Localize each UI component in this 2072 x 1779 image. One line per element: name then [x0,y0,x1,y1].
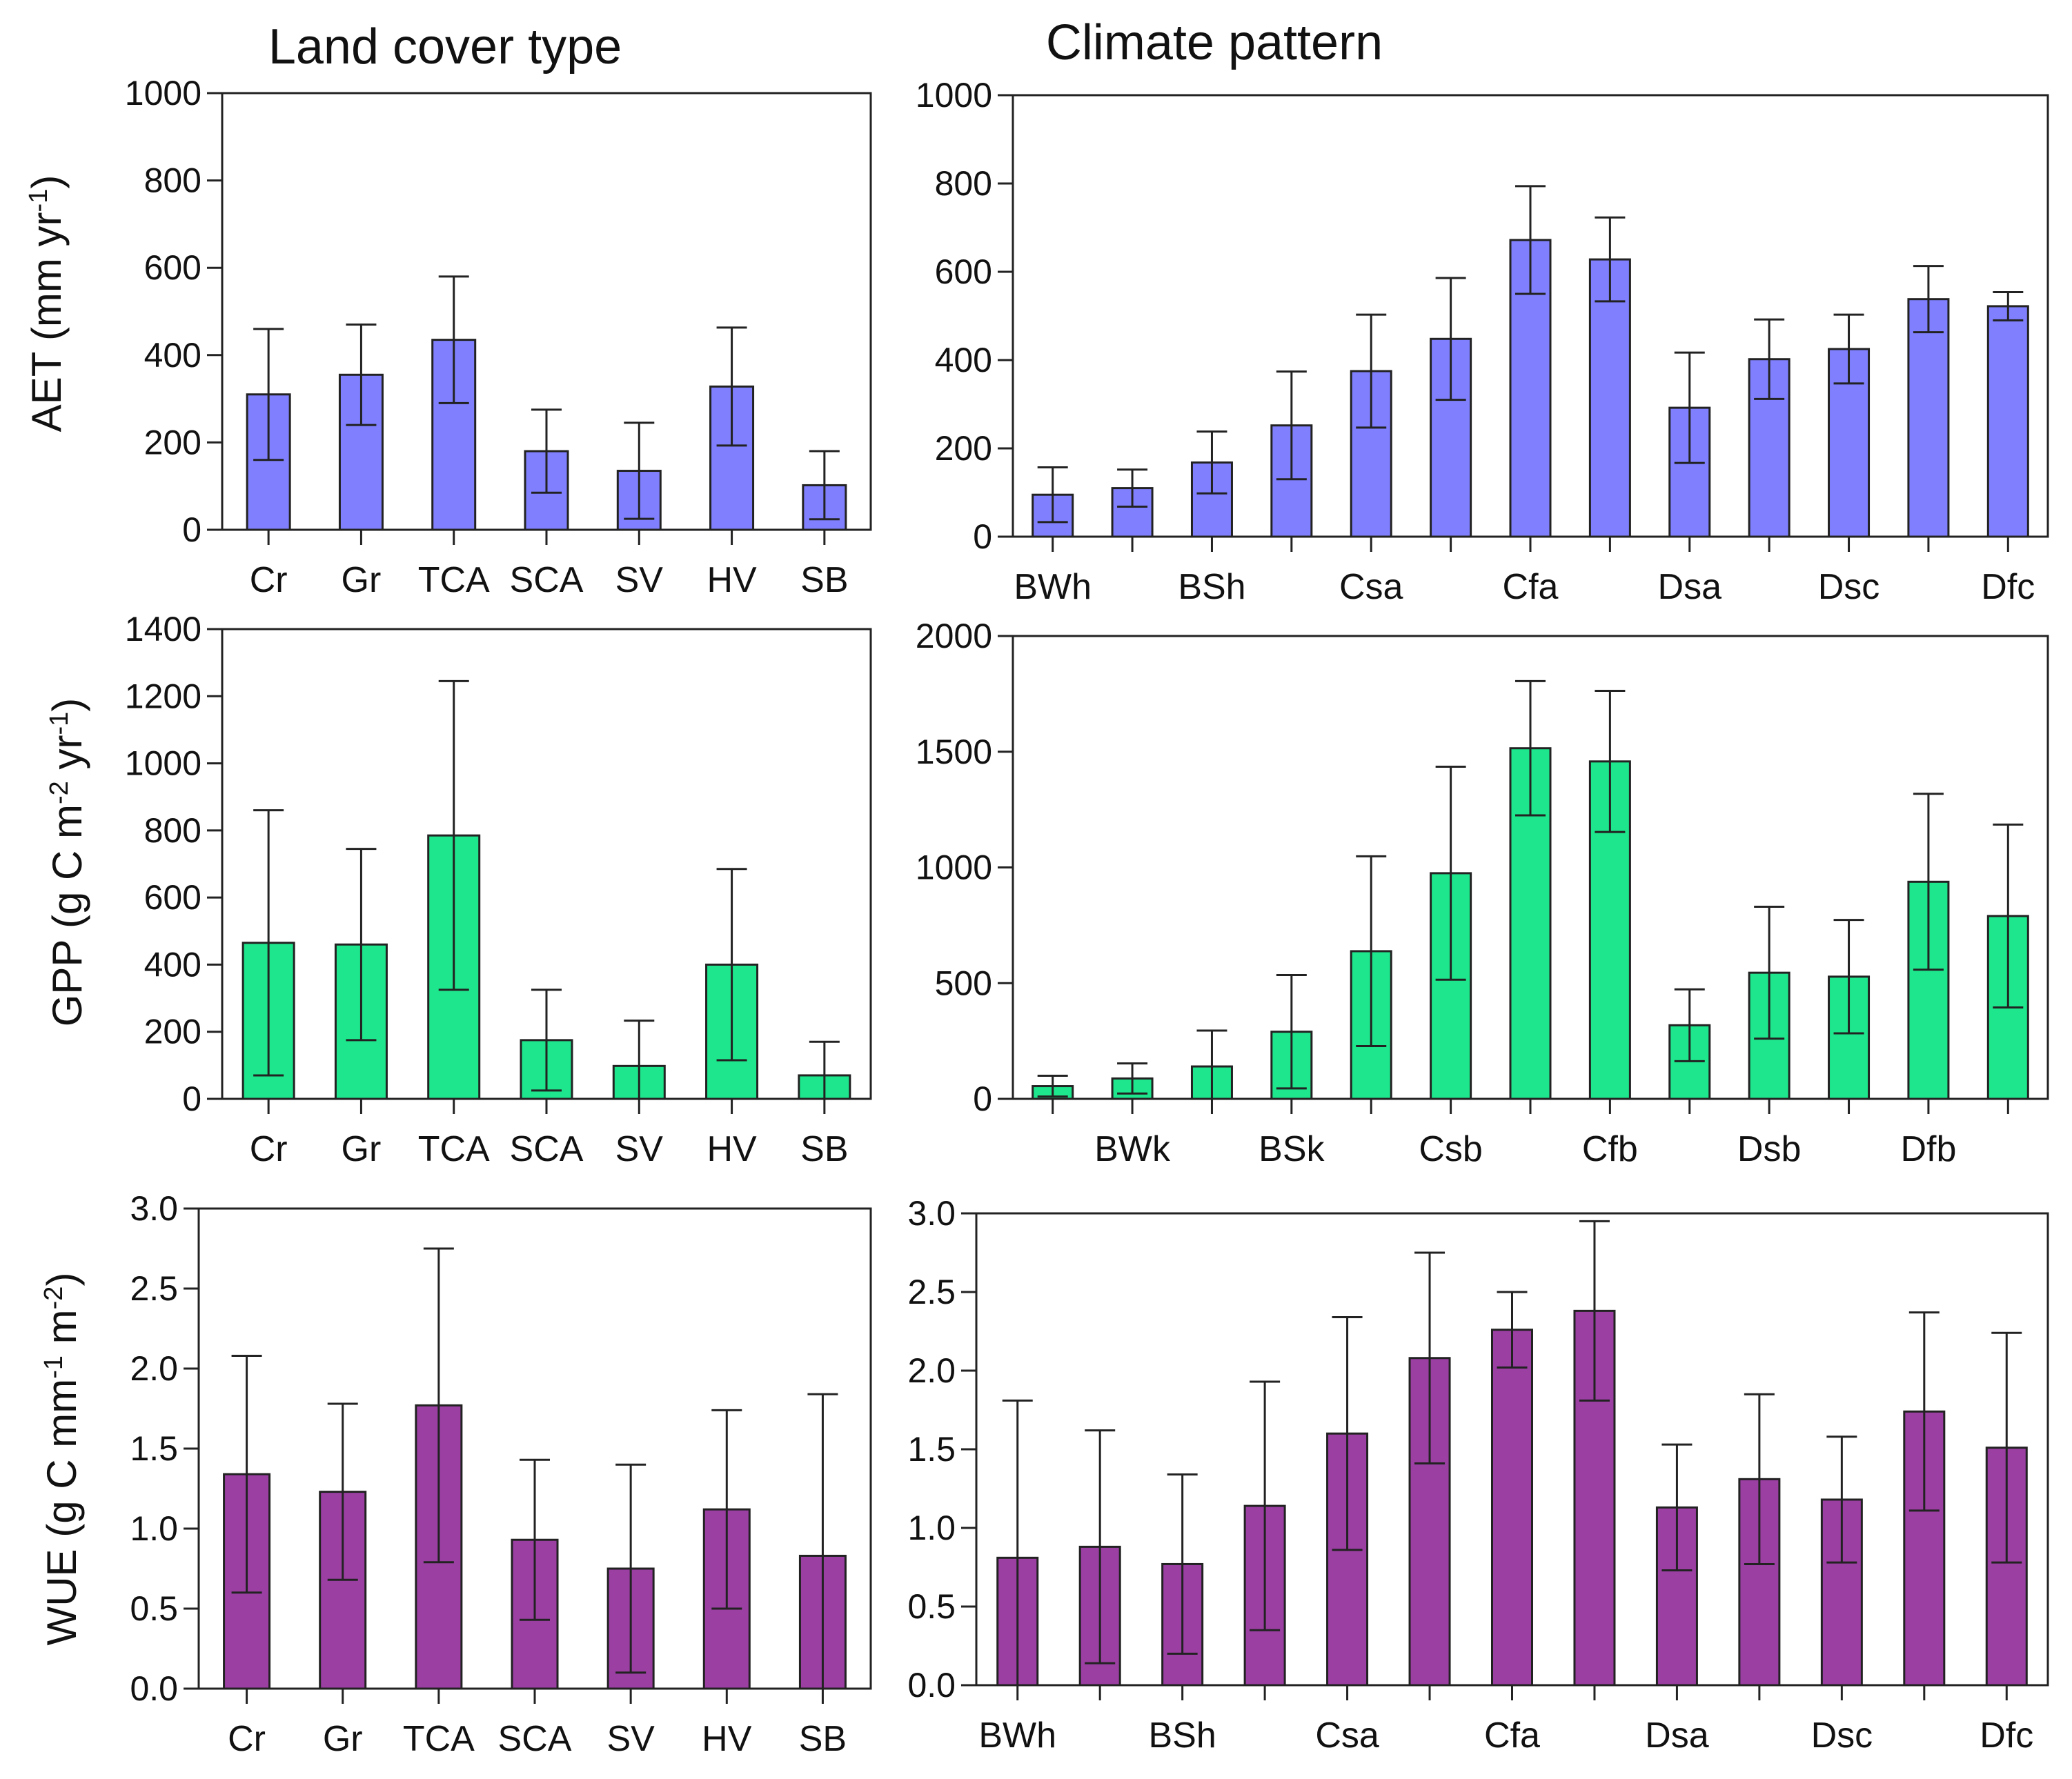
right-column-title: Climate pattern [1046,15,1383,70]
wue-climate-ytick-label: 0.0 [907,1666,956,1705]
wue-climate-ytick-label: 0.5 [907,1587,956,1626]
aet-land-xlabel-Gr: Gr [342,560,382,600]
wue-land-xlabel-SCA: SCA [498,1719,572,1759]
wue-climate-ytick-label: 1.5 [907,1430,956,1469]
left-column-title: Land cover type [268,19,622,74]
aet-land-ytick-label: 0 [182,510,201,549]
gpp-land-ytick-label: 1000 [125,744,201,783]
aet-land-xlabel-SB: SB [800,560,848,600]
aet-land-xlabel-SCA: SCA [510,560,584,600]
aet-land-ytick-label: 800 [144,161,201,200]
gpp-climate-xlabel-BSk: BSk [1259,1129,1325,1169]
gpp-land-xlabel-SB: SB [800,1129,848,1169]
wue-climate-xlabel-Dsa: Dsa [1645,1716,1709,1756]
wue-climate-ytick-label: 2.5 [907,1273,956,1311]
aet-climate-ytick-label: 600 [935,252,992,291]
gpp-climate-xlabel-Dsb: Dsb [1737,1129,1801,1169]
gpp-land-panel: 0 200 400 600 800 1000 1200 1400 Cr Gr TCA SCA SV HV S… [125,610,872,1169]
wue-land-xlabel-TCA: TCA [403,1719,475,1759]
wue-land-ytick-label: 2.5 [130,1269,178,1308]
gpp-land-xlabel-Cr: Cr [250,1129,288,1169]
aet-climate-ytick-label: 0 [973,517,992,556]
gpp-climate-ytick-label: 1000 [916,848,992,887]
gpp-climate-xlabel-Dfb: Dfb [1900,1129,1956,1169]
wue-climate-xlabel-BSh: BSh [1149,1716,1216,1756]
wue-climate-ytick-label: 3.0 [907,1194,956,1233]
aet-climate-bar-Dfb [1907,298,1950,538]
wue-land-panel: 0.0 0.5 1.0 1.5 2.0 2.5 3.0 Cr Gr TCA SCA SV HV SB [130,1189,872,1759]
wue-land-ytick-label: 1.5 [130,1429,178,1468]
wue-y-axis-label: WUE (g C mm-1 m-2) [39,1273,85,1646]
gpp-land-ytick-label: 400 [144,945,201,984]
aet-land-ytick-label: 1000 [125,74,201,112]
wue-land-ytick-label: 3.0 [130,1189,178,1228]
aet-climate-xlabel-Dsa: Dsa [1658,567,1722,607]
gpp-y-axis-label: GPP (g C m-2 yr-1) [44,698,90,1027]
chart-panels: 0 200 400 600 800 1000 Cr Gr TCA SCA SV HV SB 0 200 400… [125,74,2049,1759]
wue-land-xlabel-HV: HV [702,1719,752,1759]
gpp-land-xlabel-HV: HV [707,1129,757,1169]
gpp-land-ytick-label: 0 [182,1080,201,1118]
aet-y-axis-label: AET (mm yr-1) [23,175,70,433]
aet-land-ytick-label: 600 [144,248,201,287]
gpp-climate-ytick-label: 2000 [916,617,992,655]
aet-climate-ytick-label: 200 [935,429,992,468]
aet-land-ytick-label: 400 [144,336,201,375]
wue-land-ytick-label: 1.0 [130,1509,178,1548]
gpp-land-ytick-label: 600 [144,878,201,917]
wue-land-ytick-label: 0.5 [130,1589,178,1628]
aet-climate-panel: 0 200 400 600 800 1000 BWh BSh Csa Cfa Dsa Dsc Dfc [916,76,2049,607]
wue-climate-bar-Cfa [1491,1329,1533,1687]
wue-climate-ytick-label: 1.0 [907,1509,956,1547]
wue-land-xlabel-Cr: Cr [228,1719,266,1759]
aet-climate-xlabel-BSh: BSh [1178,567,1245,607]
wue-climate-xlabel-Csa: Csa [1315,1716,1379,1756]
gpp-climate-panel: 0 500 1000 1500 2000 BWk BSk Csb Cfb Dsb Dfb [916,617,2049,1169]
gpp-land-ytick-label: 1400 [125,610,201,648]
aet-land-xlabel-TCA: TCA [418,560,490,600]
gpp-land-xlabel-TCA: TCA [418,1129,490,1169]
gpp-climate-ytick-label: 0 [973,1080,992,1118]
wue-land-xlabel-Gr: Gr [323,1719,363,1759]
wue-land-ytick-label: 0.0 [130,1669,178,1708]
gpp-land-ytick-label: 200 [144,1013,201,1051]
gpp-climate-xlabel-Cfb: Cfb [1582,1129,1638,1169]
aet-climate-xlabel-Cfa: Cfa [1503,567,1559,607]
wue-climate-xlabel-Cfa: Cfa [1484,1716,1540,1756]
wue-climate-xlabel-BWh: BWh [978,1716,1056,1756]
aet-land-ytick-label: 200 [144,423,201,461]
wue-land-xlabel-SV: SV [606,1719,655,1759]
aet-land-xlabel-Cr: Cr [250,560,288,600]
gpp-climate-ytick-label: 1500 [916,733,992,771]
gpp-land-xlabel-SV: SV [615,1129,664,1169]
aet-climate-ytick-label: 400 [935,341,992,379]
wue-climate-panel: 0.0 0.5 1.0 1.5 2.0 2.5 3.0 BWh BSh Csa Cfa Dsa Dsc D… [907,1194,2049,1756]
aet-land-xlabel-HV: HV [707,560,757,600]
aet-climate-xlabel-Dfc: Dfc [1981,567,2035,607]
aet-climate-xlabel-Csa: Csa [1339,567,1403,607]
aet-climate-ytick-label: 1000 [916,76,992,115]
wue-climate-ytick-label: 2.0 [907,1351,956,1390]
aet-land-bar-HV [709,385,755,531]
gpp-land-xlabel-SCA: SCA [510,1129,584,1169]
aet-climate-bar-Cfb [1588,258,1631,538]
wue-climate-xlabel-Dfc: Dfc [1980,1716,2033,1756]
aet-climate-xlabel-Dsc: Dsc [1818,567,1880,607]
gpp-land-ytick-label: 800 [144,811,201,850]
wue-land-ytick-label: 2.0 [130,1349,178,1388]
gpp-climate-xlabel-BWk: BWk [1094,1129,1171,1169]
aet-climate-xlabel-BWh: BWh [1014,567,1092,607]
wue-climate-xlabel-Dsc: Dsc [1811,1716,1873,1756]
wue-land-xlabel-SB: SB [799,1719,847,1759]
aet-land-panel: 0 200 400 600 800 1000 Cr Gr TCA SCA SV HV SB [125,74,872,600]
aet-land-xlabel-SV: SV [615,560,664,600]
gpp-land-ytick-label: 1200 [125,677,201,715]
gpp-climate-ytick-label: 500 [935,964,992,1002]
aet-climate-ytick-label: 800 [935,164,992,203]
gpp-land-xlabel-Gr: Gr [342,1129,382,1169]
aet-climate-bar-Dfc [1986,305,2029,538]
gpp-climate-xlabel-Csb: Csb [1419,1129,1482,1169]
